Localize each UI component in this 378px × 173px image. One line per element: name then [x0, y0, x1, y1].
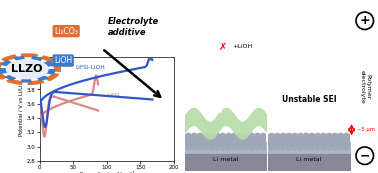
- Text: +: +: [359, 14, 370, 27]
- Wedge shape: [22, 54, 37, 57]
- Circle shape: [336, 133, 345, 150]
- Text: NMC622
1.0 mAh cm⁻²: NMC622 1.0 mAh cm⁻²: [199, 8, 253, 22]
- Wedge shape: [0, 62, 3, 69]
- Circle shape: [324, 133, 334, 150]
- Circle shape: [273, 133, 282, 150]
- Circle shape: [247, 133, 257, 150]
- Circle shape: [319, 133, 328, 150]
- Wedge shape: [5, 75, 16, 80]
- Circle shape: [241, 133, 251, 150]
- Wedge shape: [0, 72, 6, 79]
- Wedge shape: [0, 69, 8, 73]
- Circle shape: [290, 133, 299, 150]
- Circle shape: [235, 133, 245, 150]
- Wedge shape: [31, 57, 42, 61]
- Wedge shape: [46, 74, 59, 80]
- Wedge shape: [46, 70, 55, 74]
- Text: LiOH: LiOH: [54, 56, 72, 65]
- Text: ✗: ✗: [218, 42, 227, 52]
- Text: Li₂CO₃: Li₂CO₃: [54, 27, 78, 36]
- Circle shape: [301, 133, 311, 150]
- Wedge shape: [37, 76, 48, 80]
- Circle shape: [284, 133, 294, 150]
- Circle shape: [195, 133, 205, 150]
- Circle shape: [224, 133, 234, 150]
- Text: Li metal: Li metal: [213, 157, 239, 162]
- Circle shape: [207, 133, 216, 150]
- Y-axis label: Potential / V vs Li/Li⁺: Potential / V vs Li/Li⁺: [19, 82, 24, 136]
- Wedge shape: [7, 79, 22, 84]
- Text: LiFSI-LiOH: LiFSI-LiOH: [76, 65, 105, 70]
- Wedge shape: [28, 80, 44, 84]
- Circle shape: [184, 133, 193, 150]
- Wedge shape: [2, 55, 17, 61]
- Circle shape: [253, 133, 262, 150]
- Circle shape: [6, 60, 48, 79]
- Circle shape: [212, 133, 222, 150]
- Circle shape: [218, 133, 228, 150]
- Text: NMC622
1.0 mAh cm⁻²: NMC622 1.0 mAh cm⁻²: [282, 8, 336, 22]
- Wedge shape: [14, 57, 24, 61]
- Wedge shape: [2, 61, 12, 66]
- Text: −: −: [359, 149, 370, 162]
- Circle shape: [229, 133, 239, 150]
- Wedge shape: [41, 56, 56, 62]
- Circle shape: [330, 133, 340, 150]
- Text: Electrolyte
additive: Electrolyte additive: [108, 17, 159, 37]
- Circle shape: [313, 133, 322, 150]
- Circle shape: [267, 133, 276, 150]
- Text: Polymer
electrolyte: Polymer electrolyte: [359, 70, 370, 103]
- Circle shape: [278, 133, 288, 150]
- Circle shape: [201, 133, 211, 150]
- Text: Unstable SEI: Unstable SEI: [282, 95, 336, 104]
- Circle shape: [307, 133, 317, 150]
- Text: LLZO: LLZO: [11, 64, 43, 74]
- Text: LiFSI: LiFSI: [107, 93, 120, 98]
- Text: +LiOH: +LiOH: [232, 44, 253, 49]
- Text: Li metal: Li metal: [296, 157, 322, 162]
- Text: LiF rich SEI
layer: LiF rich SEI layer: [203, 92, 242, 103]
- Wedge shape: [43, 61, 53, 66]
- Circle shape: [341, 133, 351, 150]
- Circle shape: [189, 133, 199, 150]
- Wedge shape: [22, 79, 31, 82]
- Circle shape: [296, 133, 305, 150]
- Text: ~5 μm: ~5 μm: [357, 127, 375, 132]
- X-axis label: Capacity / mAh g⁻¹: Capacity / mAh g⁻¹: [79, 171, 135, 173]
- Wedge shape: [53, 64, 60, 71]
- Circle shape: [259, 133, 268, 150]
